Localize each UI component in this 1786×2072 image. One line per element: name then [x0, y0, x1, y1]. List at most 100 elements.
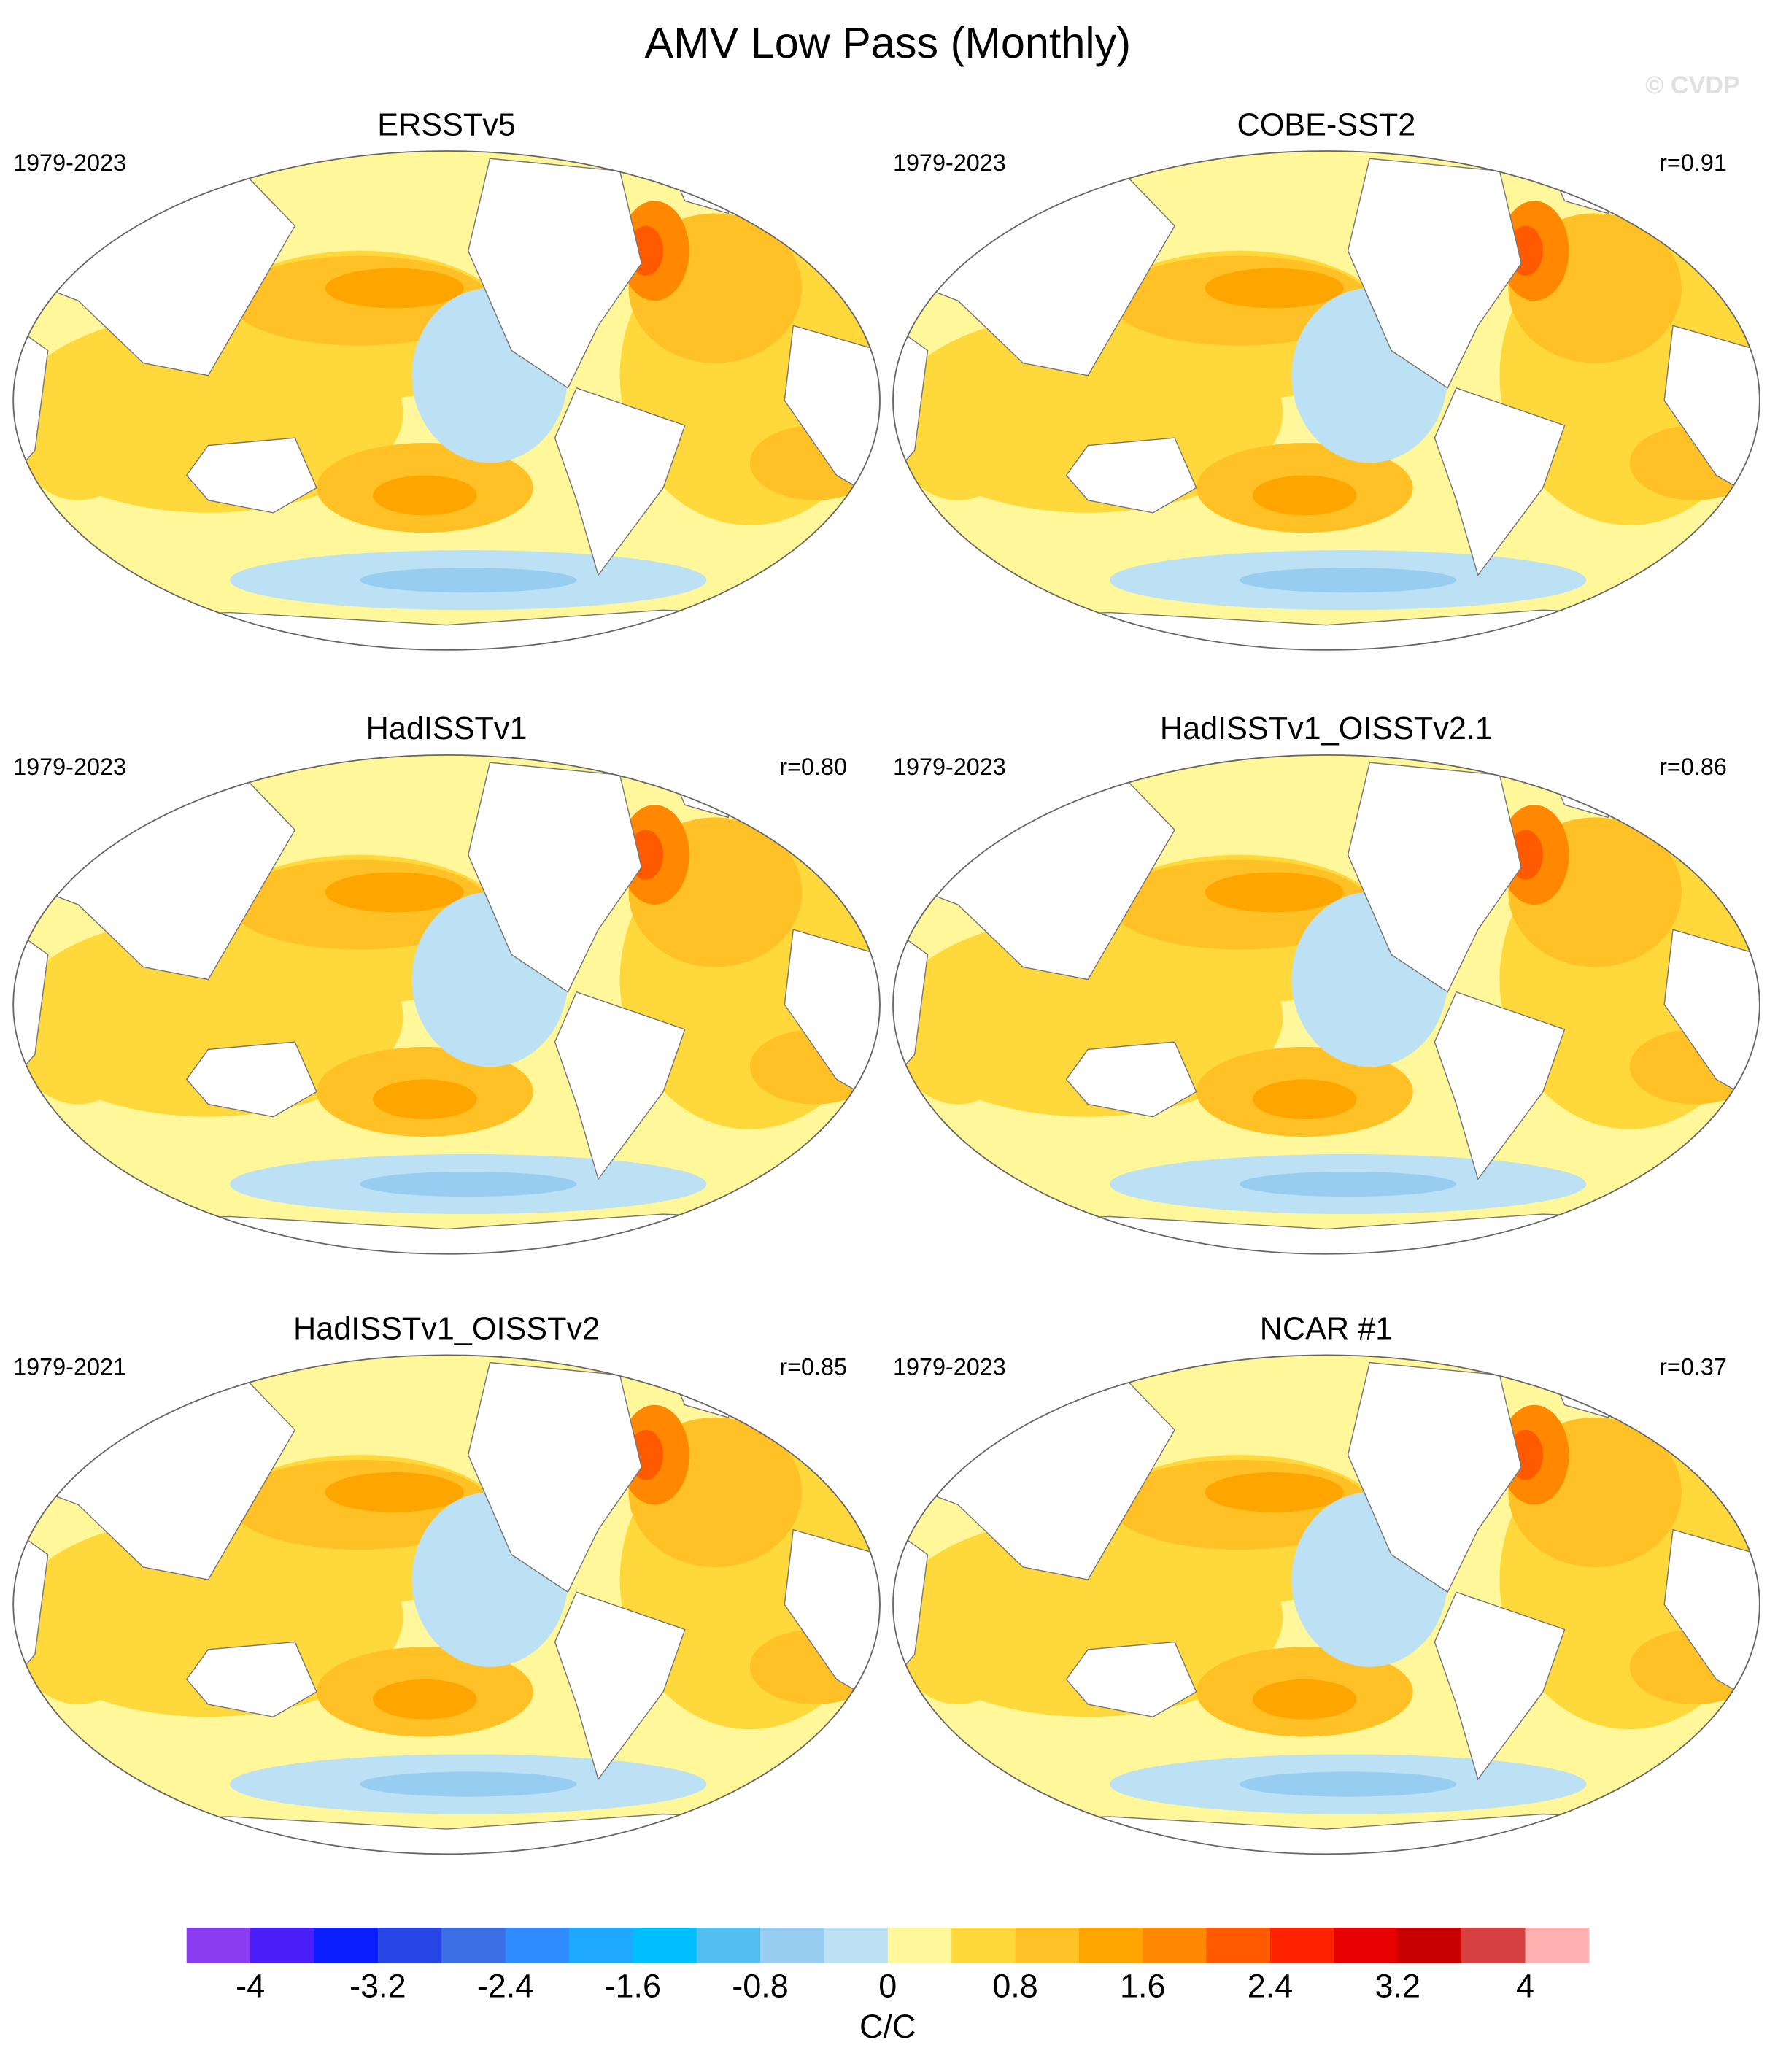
- sst-region: [325, 872, 464, 913]
- panel-title: HadISSTv1_OISSTv2.1: [1160, 711, 1493, 746]
- colorbar-box: [1334, 1928, 1399, 1963]
- sst-region: [13, 954, 144, 1105]
- map-panel: HadISSTv1 1979-2023 r=0.80: [12, 711, 881, 1255]
- sst-region: [360, 1771, 577, 1797]
- sst-region: [1205, 1472, 1344, 1512]
- panel-title: NCAR #1: [1260, 1312, 1393, 1347]
- colorbar-box: [186, 1928, 251, 1963]
- landmass: [1347, 158, 1522, 389]
- colorbar-tick-label: -3.2: [349, 1967, 406, 2004]
- sst-region: [13, 1554, 144, 1705]
- panel-period: 1979-2021: [13, 1353, 126, 1380]
- panel-correlation: r=0.80: [779, 754, 847, 780]
- landmass: [468, 158, 643, 389]
- panel-title: HadISSTv1: [366, 711, 527, 746]
- colorbar-box: [1525, 1928, 1590, 1963]
- map-panel: COBE-SST2 1979-2023 r=0.91: [892, 107, 1760, 651]
- map-outline: [892, 1354, 1760, 1855]
- sst-region: [1240, 568, 1457, 593]
- sst-region: [893, 1554, 1024, 1705]
- landmass: [13, 928, 49, 1081]
- landmass: [1065, 437, 1197, 514]
- landmass: [893, 324, 929, 477]
- colorbar-tick-label: 0: [878, 1967, 897, 2004]
- sst-region: [360, 568, 577, 593]
- map-outline: [12, 150, 881, 651]
- colorbar-tick-label: -4: [236, 1967, 265, 2004]
- colorbar-tick-label: -1.6: [605, 1967, 662, 2004]
- colorbar-box: [633, 1928, 697, 1963]
- colorbar-box: [951, 1928, 1016, 1963]
- colorbar-tick-label: 2.4: [1248, 1967, 1294, 2004]
- colorbar-box: [1143, 1928, 1207, 1963]
- map-outline: [12, 754, 881, 1255]
- colorbar-box: [887, 1928, 952, 1963]
- colorbar-box: [505, 1928, 570, 1963]
- panel-correlation: r=0.91: [1659, 150, 1727, 176]
- landmass: [468, 762, 643, 993]
- map-field: [893, 150, 1760, 650]
- watermark: © CVDP: [1645, 71, 1740, 99]
- colorbar-tick-label: -2.4: [477, 1967, 534, 2004]
- panel-correlation: r=0.86: [1659, 754, 1727, 780]
- sst-region: [1240, 1771, 1457, 1797]
- landmass: [554, 991, 686, 1180]
- map-outline: [12, 1354, 881, 1855]
- panel-period: 1979-2023: [893, 150, 1006, 176]
- colorbar-box: [441, 1928, 506, 1963]
- sst-region: [1252, 1679, 1357, 1720]
- sst-region: [1252, 1079, 1357, 1120]
- landmass: [13, 324, 49, 477]
- landmass: [1347, 762, 1522, 993]
- map-field: [893, 1355, 1760, 1855]
- map-field: [13, 1355, 881, 1855]
- landmass: [1434, 991, 1566, 1180]
- colorbar-box: [1397, 1928, 1462, 1963]
- sst-region: [325, 1472, 464, 1512]
- colorbar-box: [824, 1928, 889, 1963]
- map-outline: [892, 150, 1760, 651]
- colorbar-tick-label: 4: [1516, 1967, 1534, 2004]
- landmass: [1434, 387, 1566, 576]
- colorbar-box: [377, 1928, 442, 1963]
- colorbar-label: C/C: [859, 2008, 916, 2045]
- landmass: [13, 1528, 49, 1681]
- colorbar-box: [250, 1928, 315, 1963]
- sst-region: [373, 1079, 477, 1120]
- sst-region: [373, 1679, 477, 1720]
- landmass: [185, 1641, 317, 1717]
- landmass: [1065, 1041, 1197, 1118]
- panel-period: 1979-2023: [893, 754, 1006, 780]
- panel-title: HadISSTv1_OISSTv2: [293, 1312, 600, 1347]
- panel-title: ERSSTv5: [377, 107, 516, 142]
- landmass: [185, 1041, 317, 1118]
- sst-region: [1205, 872, 1344, 913]
- panel-period: 1979-2023: [893, 1353, 1006, 1380]
- colorbar-box: [696, 1928, 761, 1963]
- colorbar-box: [760, 1928, 824, 1963]
- landmass: [185, 437, 317, 514]
- panel-correlation: r=0.85: [779, 1353, 847, 1380]
- sst-region: [893, 350, 1024, 500]
- colorbar-box: [314, 1928, 379, 1963]
- sst-region: [325, 268, 464, 309]
- map-panel: HadISSTv1_OISSTv2.1 1979-2023 r=0.86: [892, 711, 1760, 1255]
- colorbar-box: [1015, 1928, 1080, 1963]
- sst-region: [360, 1171, 577, 1197]
- panel-period: 1979-2023: [13, 150, 126, 176]
- sst-region: [1205, 268, 1344, 309]
- colorbar-box: [1078, 1928, 1143, 1963]
- colorbar-box: [1206, 1928, 1271, 1963]
- figure-title: AMV Low Pass (Monthly): [645, 18, 1132, 67]
- colorbar-tick-label: -0.8: [732, 1967, 789, 2004]
- sst-region: [13, 350, 144, 500]
- map-field: [13, 754, 881, 1254]
- sst-region: [373, 475, 477, 516]
- landmass: [1434, 1591, 1566, 1781]
- map-panel: HadISSTv1_OISSTv2 1979-2021 r=0.85: [12, 1312, 881, 1855]
- landmass: [893, 1528, 929, 1681]
- landmass: [468, 1361, 643, 1593]
- panel-period: 1979-2023: [13, 754, 126, 780]
- landmass: [893, 928, 929, 1081]
- panel-correlation: r=0.37: [1659, 1353, 1727, 1380]
